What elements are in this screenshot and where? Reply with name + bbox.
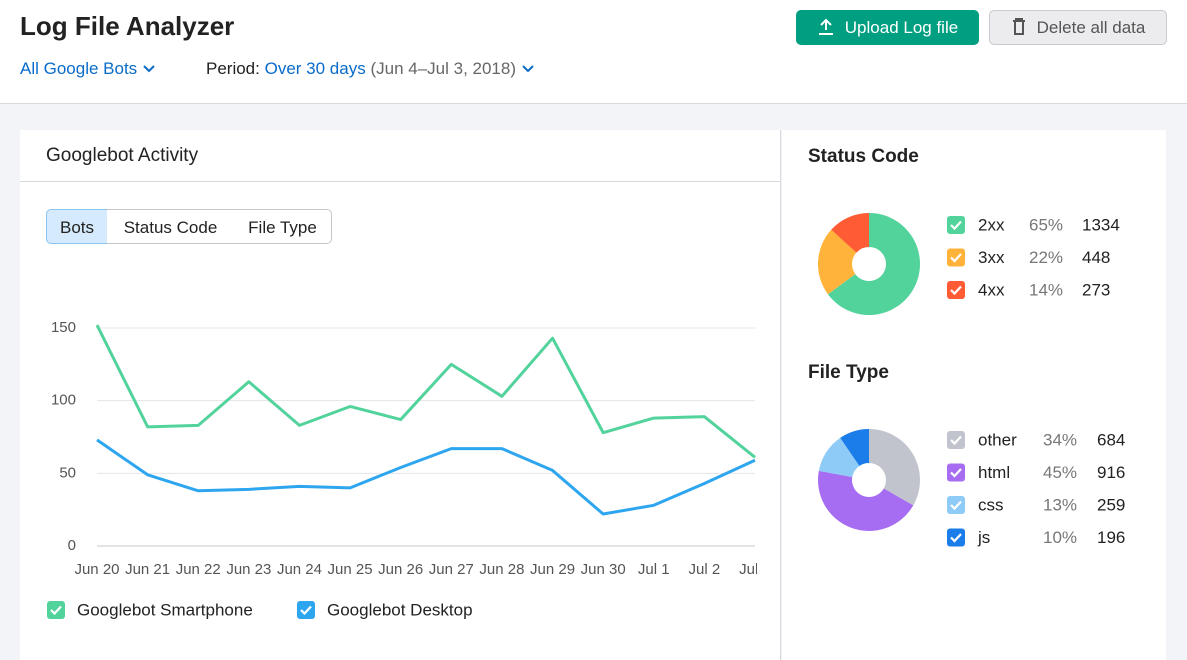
tab[interactable]: Bots [46, 209, 108, 244]
chevron [522, 65, 534, 73]
percent-label: 65% [1029, 215, 1063, 234]
section-title: File Type [808, 362, 889, 383]
divider [20, 181, 780, 182]
value-label: 1334 [1082, 215, 1120, 234]
pie-slice [818, 229, 857, 295]
tab[interactable]: Status Code [107, 209, 235, 244]
page-title: Log File Analyzer [20, 11, 235, 41]
percent-label: 14% [1029, 280, 1063, 299]
check-mark [950, 500, 962, 511]
y-tick-label: 0 [68, 537, 76, 554]
check-mark [950, 533, 962, 543]
upload-text[interactable]: Upload Log file [844, 18, 959, 37]
period-value[interactable]: Over 30 days [264, 59, 366, 78]
upload-icon [818, 18, 833, 35]
pie-slice [827, 213, 921, 315]
delete-text[interactable]: Delete all data [1036, 18, 1146, 37]
checkbox[interactable] [297, 601, 315, 619]
breakdown-card [782, 130, 1166, 660]
x-tick-label: Jul 1 [638, 561, 670, 578]
x-tick-label: Jun 30 [581, 561, 626, 578]
legend-label: css [978, 495, 1004, 514]
value-label: 684 [1097, 430, 1125, 449]
percent-label: 10% [1043, 528, 1077, 547]
y-tick-label: 150 [51, 319, 76, 336]
checkbox[interactable] [47, 601, 65, 619]
checkbox[interactable] [947, 216, 965, 234]
delete-button[interactable]: Delete all data [989, 10, 1167, 45]
legend-label: Googlebot Desktop [327, 600, 473, 619]
legend-label: 4xx [978, 280, 1005, 299]
period-filter[interactable]: Period: Over 30 days (Jun 4–Jul 3, 2018) [206, 59, 535, 79]
check-mark [950, 468, 962, 478]
check-mark [950, 220, 962, 231]
x-tick-label: Jul 3 [739, 561, 771, 578]
check-mark [50, 605, 62, 616]
value-label: 916 [1097, 463, 1125, 482]
period-range: (Jun 4–Jul 3, 2018) [370, 59, 516, 78]
pie-slice [869, 429, 921, 506]
pie-slice [818, 437, 860, 477]
x-tick-label: Jun 25 [328, 561, 373, 578]
checkbox[interactable] [947, 281, 965, 299]
check-mark [300, 605, 312, 616]
pie-slice [831, 213, 869, 253]
y-tick-label: 100 [51, 392, 76, 409]
line-series [95, 324, 756, 459]
line-series [96, 438, 756, 516]
tab[interactable]: File Type [234, 209, 332, 244]
period-label: Period: [206, 59, 260, 78]
bots-filter-text[interactable]: All Google Bots [20, 59, 138, 78]
checkbox[interactable] [947, 463, 965, 482]
check-mark [950, 253, 962, 263]
check-mark [950, 435, 962, 446]
x-tick-label: Jun 26 [378, 561, 423, 578]
x-tick-label: Jun 20 [74, 561, 119, 578]
y-tick-label: 50 [59, 464, 76, 481]
checkbox[interactable] [947, 431, 965, 449]
value-label: 259 [1097, 495, 1125, 514]
legend-label: js [977, 528, 990, 547]
checkbox[interactable] [947, 528, 965, 547]
percent-label: 45% [1043, 463, 1077, 482]
pie-slice [817, 470, 914, 532]
legend-label: html [978, 463, 1010, 482]
upload-button[interactable]: Upload Log file [796, 10, 979, 45]
trash-icon [1012, 18, 1025, 35]
bots-filter[interactable]: All Google Bots [20, 59, 156, 79]
chevron [143, 65, 155, 73]
x-tick-label: Jun 23 [226, 561, 271, 578]
activity-title: Googlebot Activity [46, 145, 199, 166]
x-tick-label: Jun 27 [429, 561, 474, 578]
checkbox[interactable] [947, 496, 965, 514]
value-label: 273 [1082, 280, 1110, 299]
checkbox[interactable] [947, 248, 965, 267]
check-mark [950, 285, 962, 296]
x-tick-label: Jun 22 [176, 561, 221, 578]
section-title: Status Code [808, 146, 919, 167]
x-tick-label: Jun 29 [530, 561, 575, 578]
pie-slice [840, 429, 869, 466]
x-tick-label: Jun 24 [277, 561, 322, 578]
value-label: 448 [1082, 248, 1110, 267]
legend-label: 3xx [978, 248, 1005, 267]
percent-label: 34% [1043, 430, 1077, 449]
legend-label: 2xx [978, 215, 1005, 234]
x-tick-label: Jul 2 [689, 561, 721, 578]
x-tick-label: Jun 21 [125, 561, 170, 578]
x-tick-label: Jun 28 [479, 561, 524, 578]
legend-label: Googlebot Smartphone [77, 600, 253, 619]
value-label: 196 [1097, 528, 1125, 547]
legend-label: other [978, 430, 1017, 449]
x-axis: Jun 20 Jun 21 Jun 22 Jun 23 Jun 24 Jun 25 Jun … [74, 561, 771, 578]
percent-label: 22% [1029, 248, 1063, 267]
percent-label: 13% [1043, 495, 1077, 514]
